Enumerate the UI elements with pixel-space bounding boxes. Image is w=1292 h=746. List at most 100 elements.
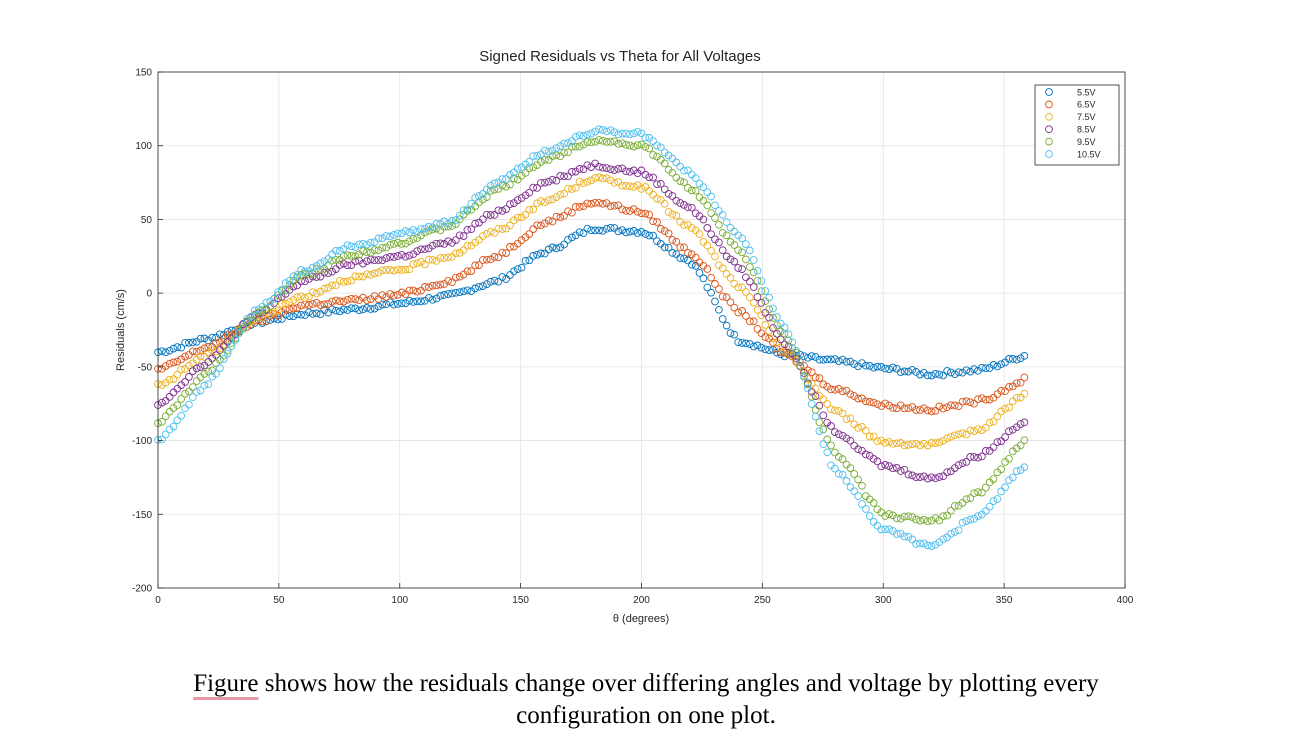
data-point [506, 180, 514, 189]
data-point [297, 292, 305, 301]
legend-marker [1045, 100, 1053, 109]
data-point [185, 387, 193, 396]
data-point [316, 301, 325, 309]
data-point [637, 166, 646, 175]
data-point [1001, 404, 1009, 413]
data-point [564, 207, 572, 216]
data-point [722, 218, 731, 227]
data-point [877, 363, 886, 371]
data-point [649, 217, 657, 226]
data-point [595, 173, 603, 182]
data-point [521, 210, 530, 219]
data-point [347, 304, 356, 313]
data-point [958, 459, 967, 468]
data-point [274, 315, 282, 324]
data-point [916, 406, 924, 414]
data-point [587, 226, 596, 235]
data-point [405, 286, 414, 295]
data-point [834, 469, 843, 478]
x-axis-label: θ (degrees) [613, 613, 669, 625]
data-point [250, 306, 259, 315]
data-point [335, 297, 344, 306]
data-point [858, 500, 866, 508]
data-point [610, 178, 619, 187]
data-point [490, 211, 499, 219]
data-point [161, 348, 170, 357]
data-point [289, 304, 298, 313]
data-point [606, 126, 615, 135]
data-point [602, 174, 611, 183]
data-point [579, 229, 588, 237]
data-point [529, 205, 538, 214]
data-point [297, 301, 305, 310]
data-point [355, 306, 363, 315]
data-point [533, 221, 541, 230]
data-point [281, 305, 290, 314]
data-point [544, 196, 553, 205]
data-point [784, 336, 793, 345]
data-point [738, 283, 746, 292]
data-point [931, 540, 940, 549]
data-point [978, 488, 986, 497]
data-point [989, 443, 998, 452]
x-tick-label: 150 [512, 595, 529, 606]
data-point [687, 203, 696, 212]
data-point [993, 412, 1002, 421]
data-point [900, 465, 909, 474]
data-point [838, 431, 847, 440]
legend-marker [1045, 137, 1053, 146]
data-point [684, 166, 692, 175]
data-point [192, 388, 201, 396]
data-point [618, 139, 627, 148]
data-point [892, 439, 901, 448]
y-axis-label: Residuals (cm/s) [115, 289, 127, 371]
data-point [869, 499, 878, 507]
data-point [703, 201, 712, 210]
data-point [773, 329, 781, 338]
data-point [595, 136, 603, 144]
data-point [274, 294, 282, 303]
data-point [958, 518, 967, 527]
data-point [568, 168, 576, 176]
data-point [556, 142, 565, 150]
data-point [664, 243, 673, 252]
data-point [305, 275, 313, 283]
data-point [846, 436, 855, 445]
data-point [881, 512, 890, 520]
data-point [382, 243, 391, 252]
data-point [954, 430, 963, 439]
data-point [800, 373, 808, 381]
data-point [954, 526, 963, 535]
data-point [664, 189, 673, 198]
data-point [877, 462, 886, 471]
data-point [571, 183, 580, 192]
data-point [370, 256, 379, 265]
data-point [943, 403, 951, 412]
data-point [409, 235, 418, 243]
data-point [920, 472, 928, 481]
data-point [622, 228, 630, 237]
data-point [451, 236, 460, 244]
data-point [811, 412, 820, 421]
data-point [401, 227, 410, 235]
x-tick-label: 350 [996, 595, 1013, 606]
data-point [950, 370, 959, 379]
data-point [560, 211, 568, 220]
data-point [765, 313, 773, 322]
data-point [660, 185, 669, 194]
data-point [471, 219, 480, 228]
data-point [575, 131, 584, 140]
data-point [575, 142, 584, 151]
legend-label: 5.5V [1077, 87, 1096, 97]
data-point [881, 399, 890, 408]
data-point [591, 137, 599, 146]
data-point [931, 514, 940, 522]
data-point [525, 205, 534, 214]
data-point [684, 248, 692, 257]
data-point [552, 244, 561, 253]
data-point [908, 365, 917, 374]
data-point [571, 203, 580, 211]
data-point [270, 308, 278, 316]
data-point [1020, 436, 1029, 445]
data-point [707, 246, 715, 255]
